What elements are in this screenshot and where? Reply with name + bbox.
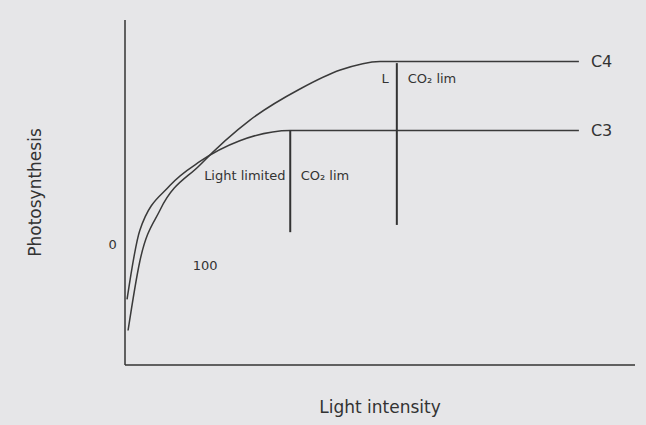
svg-text:CO₂ lim: CO₂ lim (408, 71, 457, 86)
svg-text:0: 0 (109, 237, 117, 252)
svg-text:Light limited: Light limited (204, 168, 285, 183)
svg-text:C3: C3 (591, 121, 612, 140)
svg-text:L: L (381, 71, 389, 86)
svg-text:Photosynthesis: Photosynthesis (25, 128, 45, 257)
svg-text:100: 100 (193, 258, 218, 273)
svg-text:C4: C4 (591, 52, 612, 71)
svg-text:Light intensity: Light intensity (319, 397, 441, 417)
svg-text:CO₂ lim: CO₂ lim (301, 168, 350, 183)
